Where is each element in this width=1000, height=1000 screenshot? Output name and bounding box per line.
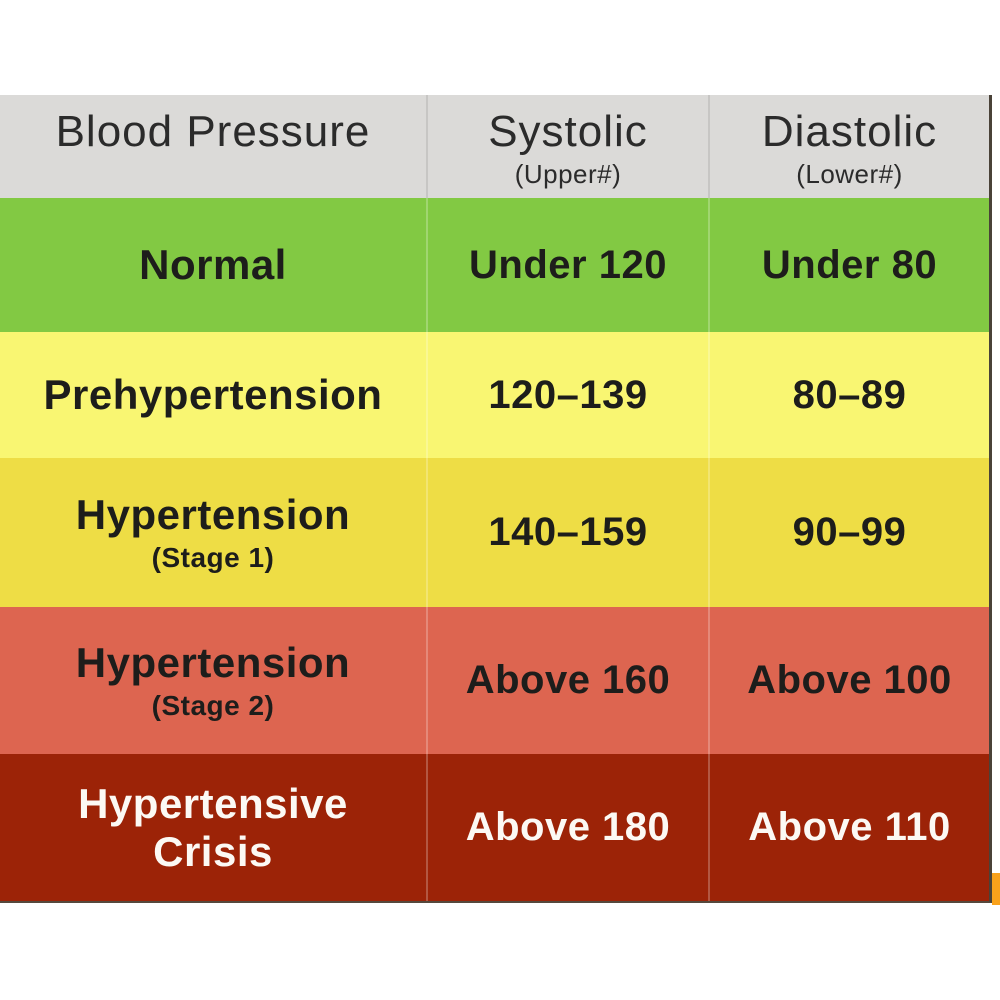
cell-systolic-value: 120–139 xyxy=(428,332,710,458)
cell-category: Hypertension (Stage 2) xyxy=(0,607,428,754)
table-row-hypertension-stage-1: Hypertension (Stage 1) 140–159 90–99 xyxy=(0,458,989,607)
header-title-systolic: Systolic xyxy=(488,107,648,156)
table-row-prehypertension: Prehypertension 120–139 80–89 xyxy=(0,332,989,458)
blood-pressure-table: Blood Pressure Systolic (Upper#) Diastol… xyxy=(0,95,992,903)
category-sublabel: (Stage 2) xyxy=(151,689,275,721)
orange-edge-artifact xyxy=(992,873,1000,905)
header-subtitle-systolic: (Upper#) xyxy=(514,159,622,189)
cell-category: Normal xyxy=(0,198,428,332)
category-sublabel: (Stage 1) xyxy=(151,541,275,573)
cell-diastolic-value: 80–89 xyxy=(792,372,907,417)
category-label: Hypertension xyxy=(75,638,351,686)
table-row-hypertension-stage-2: Hypertension (Stage 2) Above 160 Above 1… xyxy=(0,607,989,754)
cell-diastolic-value: 90–99 xyxy=(792,510,907,554)
cell-category: Hypertension (Stage 1) xyxy=(0,458,428,607)
header-title-blood-pressure: Blood Pressure xyxy=(55,107,371,156)
header-cell-systolic: Systolic (Upper#) xyxy=(428,95,710,198)
cell-diastolic-value: Above 100 xyxy=(747,658,952,702)
cell-diastolic-value: Under 80 xyxy=(761,242,938,287)
cell-systolic-value: Under 120 xyxy=(428,198,710,332)
category-label: Hypertensive Crisis xyxy=(78,779,348,875)
category-label: Prehypertension xyxy=(43,371,383,418)
table-row-normal: Normal Under 120 Under 80 xyxy=(0,198,989,332)
cell-category: Hypertensive Crisis xyxy=(0,754,428,901)
cell-systolic-value: Above 180 xyxy=(428,754,710,901)
cell-systolic-value: 140–159 xyxy=(428,458,710,607)
header-cell-diastolic: Diastolic (Lower#) xyxy=(710,95,989,198)
header-subtitle-diastolic: (Lower#) xyxy=(796,159,903,189)
cell-systolic-value: Above 160 xyxy=(428,607,710,754)
header-title-diastolic: Diastolic xyxy=(761,107,938,156)
cell-diastolic-value: Above 110 xyxy=(748,805,951,849)
category-label: Normal xyxy=(139,241,287,288)
table-row-hypertensive-crisis: Hypertensive Crisis Above 180 Above 110 xyxy=(0,754,989,901)
category-label: Hypertension xyxy=(75,490,351,538)
table-header-row: Blood Pressure Systolic (Upper#) Diastol… xyxy=(0,95,989,198)
cell-category: Prehypertension xyxy=(0,332,428,458)
header-cell-blood-pressure: Blood Pressure xyxy=(0,95,428,198)
